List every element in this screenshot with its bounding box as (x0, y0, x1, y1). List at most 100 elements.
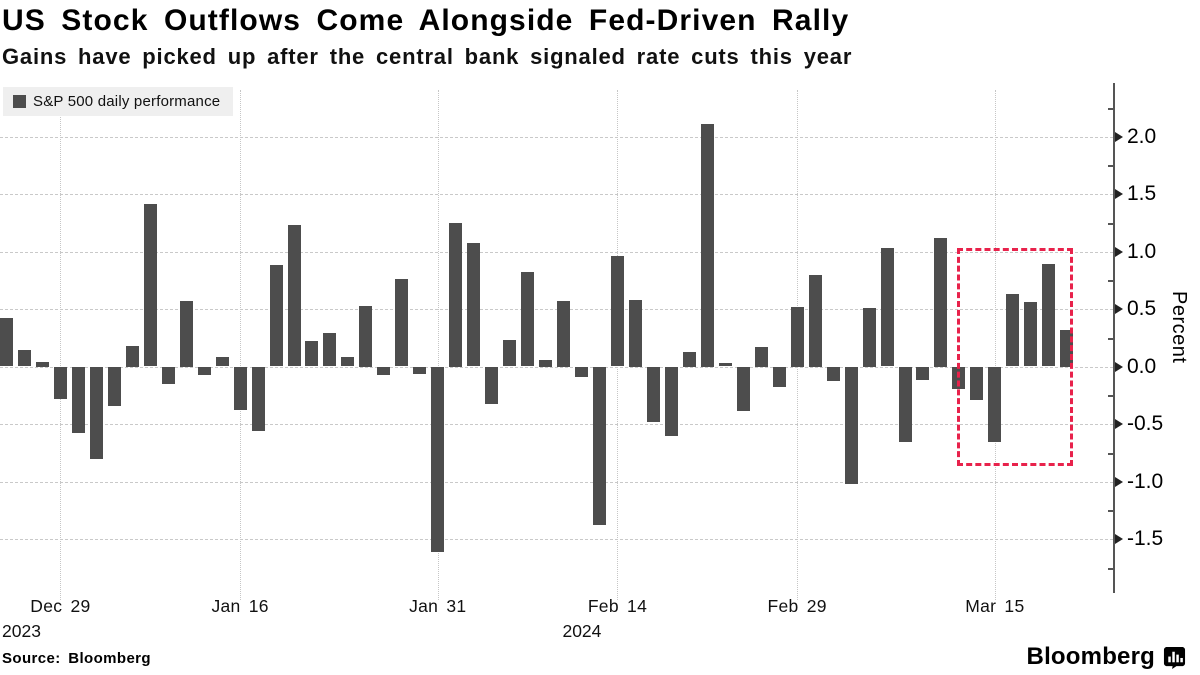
y-axis-spine (1113, 83, 1115, 593)
bar-jan-5 (126, 346, 139, 367)
source-note: Source: Bloomberg (2, 650, 151, 667)
bar-mar-12 (934, 238, 947, 367)
y-gridline (0, 539, 1113, 540)
bar-mar-6 (863, 308, 876, 367)
legend: S&P 500 daily performance (3, 87, 234, 116)
bar-jan-19 (288, 225, 301, 366)
bar-mar-18 (1006, 294, 1019, 366)
x-tick-label: Feb 14 (587, 596, 648, 616)
bar-mar-8 (899, 367, 912, 442)
y-tick-label: 1.0 (1127, 239, 1157, 263)
bar-dec-27 (18, 350, 31, 366)
bloomberg-chart-bubble-icon (1163, 646, 1186, 669)
bar-feb-28 (773, 367, 786, 387)
bloomberg-logo-text: Bloomberg (1026, 643, 1155, 670)
bar-jan-24 (341, 357, 354, 366)
bar-feb-1 (449, 223, 462, 367)
y-minor-tick (1108, 107, 1113, 110)
y-minor-tick (1108, 395, 1113, 398)
bar-jan-9 (162, 367, 175, 384)
bar-mar-14 (970, 367, 983, 400)
y-gridline (0, 136, 1113, 138)
bar-feb-21 (683, 352, 696, 367)
y-tick-label: 1.5 (1127, 182, 1157, 205)
y-tick-label: 0.5 (1127, 297, 1157, 320)
bar-jan-10 (180, 301, 193, 367)
y-major-tick (1115, 419, 1123, 429)
page-subtitle: Gains have picked up after the central b… (2, 44, 853, 69)
y-minor-tick (1108, 510, 1113, 513)
x-gridline (994, 90, 996, 600)
bar-feb-27 (755, 347, 768, 367)
bar-jan-23 (323, 333, 336, 366)
bar-feb-12 (575, 367, 588, 377)
y-minor-tick (1108, 165, 1113, 168)
y-axis-title: Percent (1168, 291, 1190, 364)
bar-jan-25 (359, 306, 372, 367)
legend-label: S&P 500 daily performance (33, 93, 221, 110)
y-minor-tick (1108, 222, 1113, 225)
bar-mar-1 (809, 275, 822, 367)
y-minor-tick (1108, 567, 1113, 570)
y-gridline (0, 309, 1113, 310)
x-year-label: 2023 (2, 621, 41, 641)
y-tick-label: -1.5 (1127, 527, 1164, 550)
y-major-tick (1115, 189, 1123, 199)
y-tick-label: -1.0 (1127, 469, 1164, 493)
y-major-tick (1115, 476, 1123, 487)
bar-mar-20 (1042, 264, 1055, 366)
x-year-label: 2024 (562, 621, 602, 641)
bar-feb-22 (701, 124, 714, 367)
bar-feb-8 (539, 360, 552, 367)
y-gridline (0, 424, 1113, 425)
x-tick-label: Jan 16 (211, 596, 269, 616)
bar-mar-7 (881, 248, 894, 366)
bar-jan-4 (108, 367, 121, 406)
bar-jan-11 (198, 367, 211, 375)
bar-mar-4 (827, 367, 840, 381)
x-tick-label: Mar 15 (965, 596, 1025, 616)
bar-feb-23 (719, 363, 732, 366)
y-major-tick (1115, 534, 1123, 544)
bar-jan-29 (395, 279, 408, 366)
x-gridline (437, 90, 439, 600)
bar-jan-17 (252, 367, 265, 431)
legend-swatch-icon (13, 95, 26, 108)
bloomberg-logo: Bloomberg (1027, 643, 1186, 671)
bar-mar-5 (845, 367, 858, 484)
y-major-tick (1115, 304, 1123, 314)
bar-jan-16 (234, 367, 247, 410)
bar-jan-30 (413, 367, 426, 374)
bar-jan-3 (90, 367, 103, 459)
y-minor-tick (1108, 280, 1113, 283)
bar-mar-19 (1024, 302, 1037, 366)
y-gridline (0, 366, 1113, 368)
y-major-tick (1115, 361, 1123, 372)
y-gridline (0, 481, 1113, 483)
y-major-tick (1115, 246, 1123, 257)
x-tick-label: Dec 29 (30, 596, 91, 616)
bar-feb-16 (647, 367, 660, 422)
y-tick-label: -0.5 (1127, 412, 1164, 435)
x-tick-label: Jan 31 (409, 596, 467, 616)
bar-dec-29 (54, 367, 67, 399)
bar-dec-28 (36, 362, 49, 367)
y-tick-label: 0.0 (1127, 354, 1157, 378)
bar-jan-12 (216, 357, 229, 366)
bar-feb-2 (467, 243, 480, 366)
bar-feb-26 (737, 367, 750, 411)
y-minor-tick (1108, 452, 1113, 455)
x-tick-label: Feb 29 (767, 596, 827, 616)
bar-jan-2 (72, 367, 85, 433)
bar-feb-7 (521, 272, 534, 366)
y-gridline (0, 194, 1113, 195)
bar-feb-5 (485, 367, 498, 404)
bar-feb-14 (611, 256, 624, 366)
x-gridline (60, 90, 62, 600)
bar-feb-6 (503, 340, 516, 366)
x-gridline (240, 90, 242, 600)
y-gridline (0, 251, 1113, 253)
bar-jan-18 (270, 265, 283, 366)
